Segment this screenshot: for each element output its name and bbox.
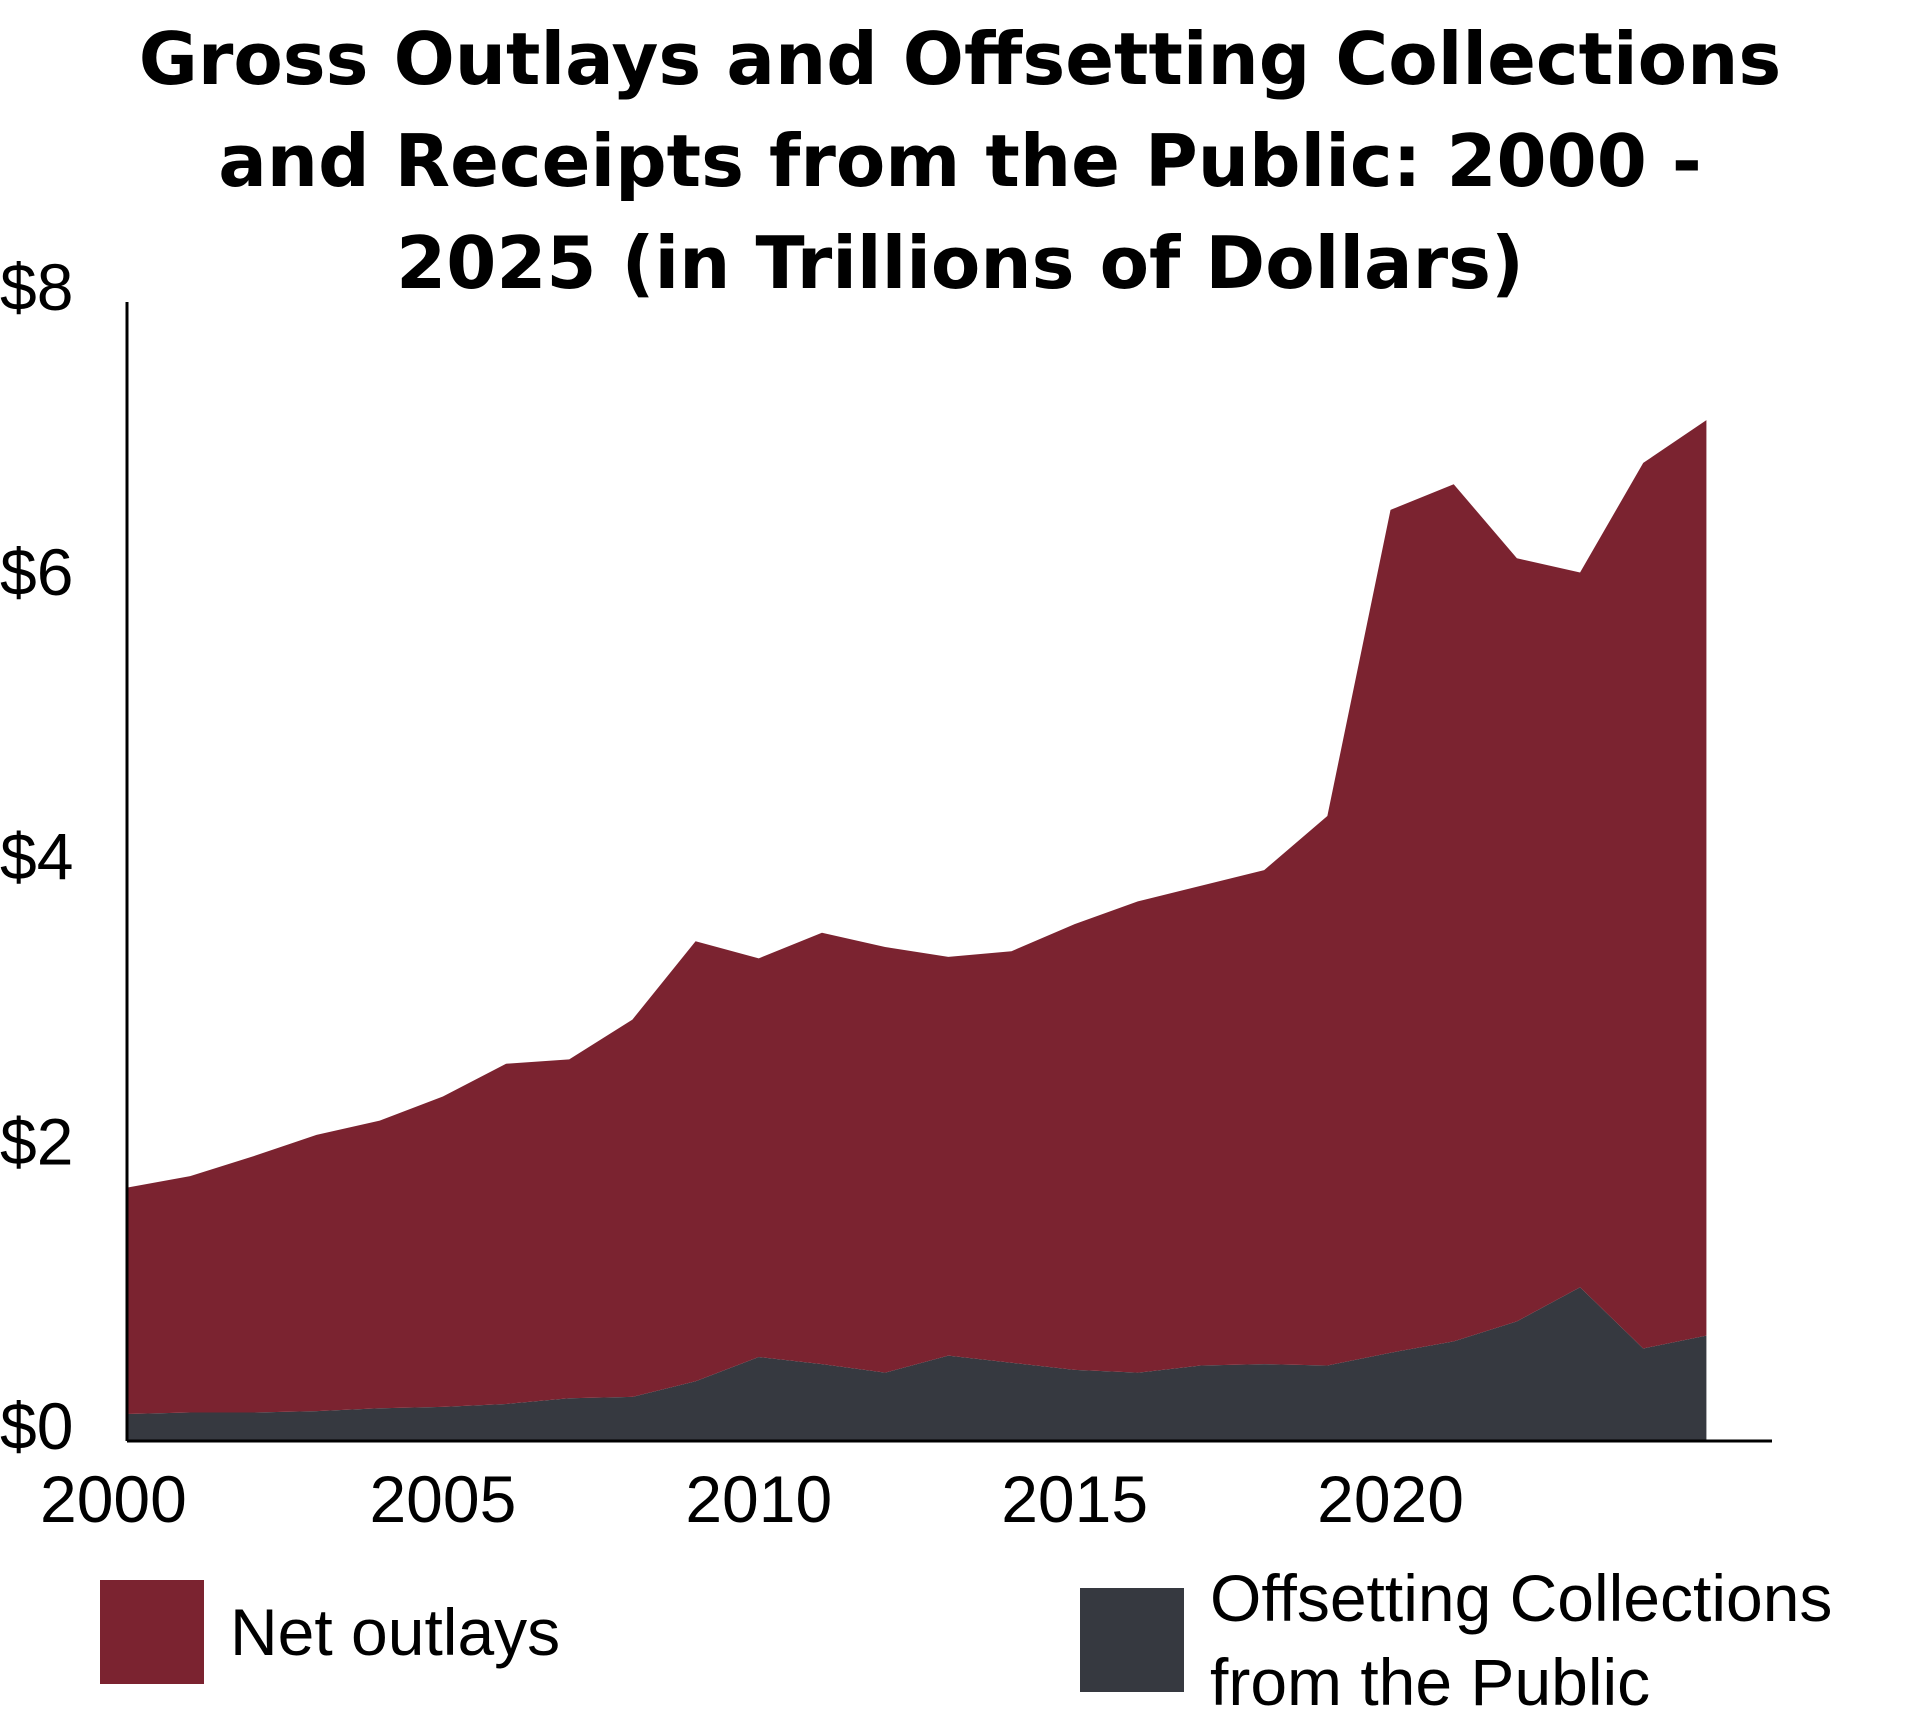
legend-swatch-offsetting-collections: [1080, 1588, 1184, 1692]
x-tick-label: 2010: [685, 1462, 832, 1536]
chart-title-line-3: 2025 (in Trillions of Dollars): [396, 221, 1524, 305]
x-tick-label: 2000: [40, 1462, 187, 1536]
x-tick-label: 2020: [1317, 1462, 1464, 1536]
legend-label-line-1: Offsetting Collections: [1210, 1561, 1833, 1635]
x-tick-label: 2005: [369, 1462, 516, 1536]
legend-label-net-outlays: Net outlays: [230, 1595, 561, 1669]
y-tick-label: $8: [0, 250, 73, 324]
legend-net-outlays: Net outlays: [100, 1580, 560, 1684]
x-tick-label: 2015: [1001, 1462, 1148, 1536]
area-offsetting-collections-from-the-public: [127, 1287, 1707, 1441]
chart-areas: [127, 420, 1707, 1441]
legend-label-offsetting-collections: Offsetting Collections from the Public: [1210, 1556, 1832, 1724]
legend-offsetting-collections: Offsetting Collections from the Public: [1080, 1556, 1832, 1724]
y-tick-label: $0: [0, 1389, 73, 1463]
chart-title-line-2: and Receipts from the Public: 2000 -: [218, 119, 1702, 203]
y-tick-labels: $0 $2 $4 $6 $8: [0, 250, 73, 1463]
chart-axes: [125, 302, 1772, 1443]
area-net-outlays: [127, 420, 1707, 1414]
chart-title-line-1: Gross Outlays and Offsetting Collections: [138, 17, 1782, 101]
legend-swatch-net-outlays: [100, 1580, 204, 1684]
y-tick-label: $6: [0, 535, 73, 609]
chart-title: Gross Outlays and Offsetting Collections…: [80, 8, 1840, 314]
legend-label-line-2: from the Public: [1210, 1645, 1651, 1719]
y-tick-label: $4: [0, 820, 73, 894]
y-tick-label: $2: [0, 1104, 73, 1178]
x-tick-labels: 2000 2005 2010 2015 2020: [40, 1462, 1464, 1536]
